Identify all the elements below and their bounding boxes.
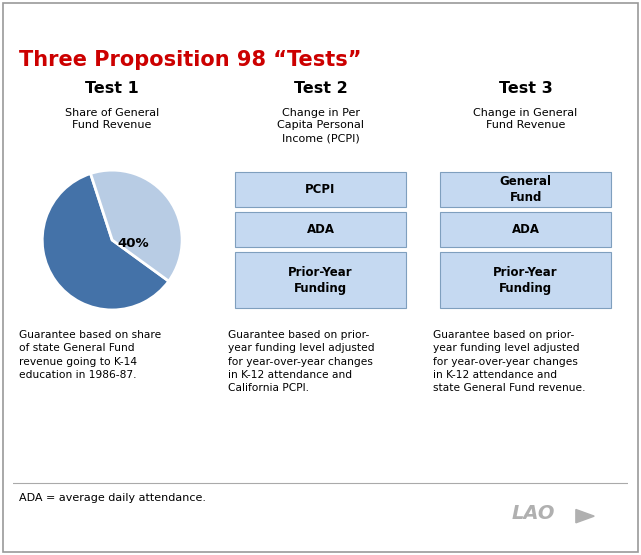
FancyBboxPatch shape [440, 212, 611, 247]
FancyBboxPatch shape [440, 253, 611, 308]
FancyBboxPatch shape [235, 212, 406, 247]
Text: LAO: LAO [512, 504, 555, 523]
Text: ADA: ADA [512, 223, 540, 236]
Text: 40%: 40% [117, 237, 149, 250]
FancyBboxPatch shape [235, 253, 406, 308]
FancyBboxPatch shape [235, 172, 406, 207]
FancyBboxPatch shape [440, 172, 611, 207]
Wedge shape [42, 174, 169, 310]
Text: ADA: ADA [306, 223, 335, 236]
Text: Test 2: Test 2 [294, 82, 347, 97]
Text: Change in General
Fund Revenue: Change in General Fund Revenue [474, 108, 578, 130]
Text: Test 3: Test 3 [499, 82, 553, 97]
Text: Prior-Year
Funding: Prior-Year Funding [494, 266, 558, 295]
Text: Guarantee based on prior-
year funding level adjusted
for year-over-year changes: Guarantee based on prior- year funding l… [433, 330, 585, 393]
Wedge shape [90, 170, 182, 281]
Polygon shape [576, 509, 594, 523]
Text: ADA = average daily attendance.: ADA = average daily attendance. [19, 493, 206, 503]
Text: Change in Per
Capita Personal
Income (PCPI): Change in Per Capita Personal Income (PC… [277, 108, 364, 143]
Text: Figure 1: Figure 1 [13, 18, 76, 31]
Text: General
Fund: General Fund [499, 175, 552, 204]
Text: Share of General
Fund Revenue: Share of General Fund Revenue [65, 108, 160, 130]
Text: Prior-Year
Funding: Prior-Year Funding [288, 266, 353, 295]
Text: Three Proposition 98 “Tests”: Three Proposition 98 “Tests” [19, 50, 362, 70]
Text: PCPI: PCPI [305, 183, 336, 196]
Text: Test 1: Test 1 [85, 82, 139, 97]
Text: Guarantee based on share
of state General Fund
revenue going to K-14
education i: Guarantee based on share of state Genera… [19, 330, 162, 380]
Text: Guarantee based on prior-
year funding level adjusted
for year-over-year changes: Guarantee based on prior- year funding l… [228, 330, 374, 393]
